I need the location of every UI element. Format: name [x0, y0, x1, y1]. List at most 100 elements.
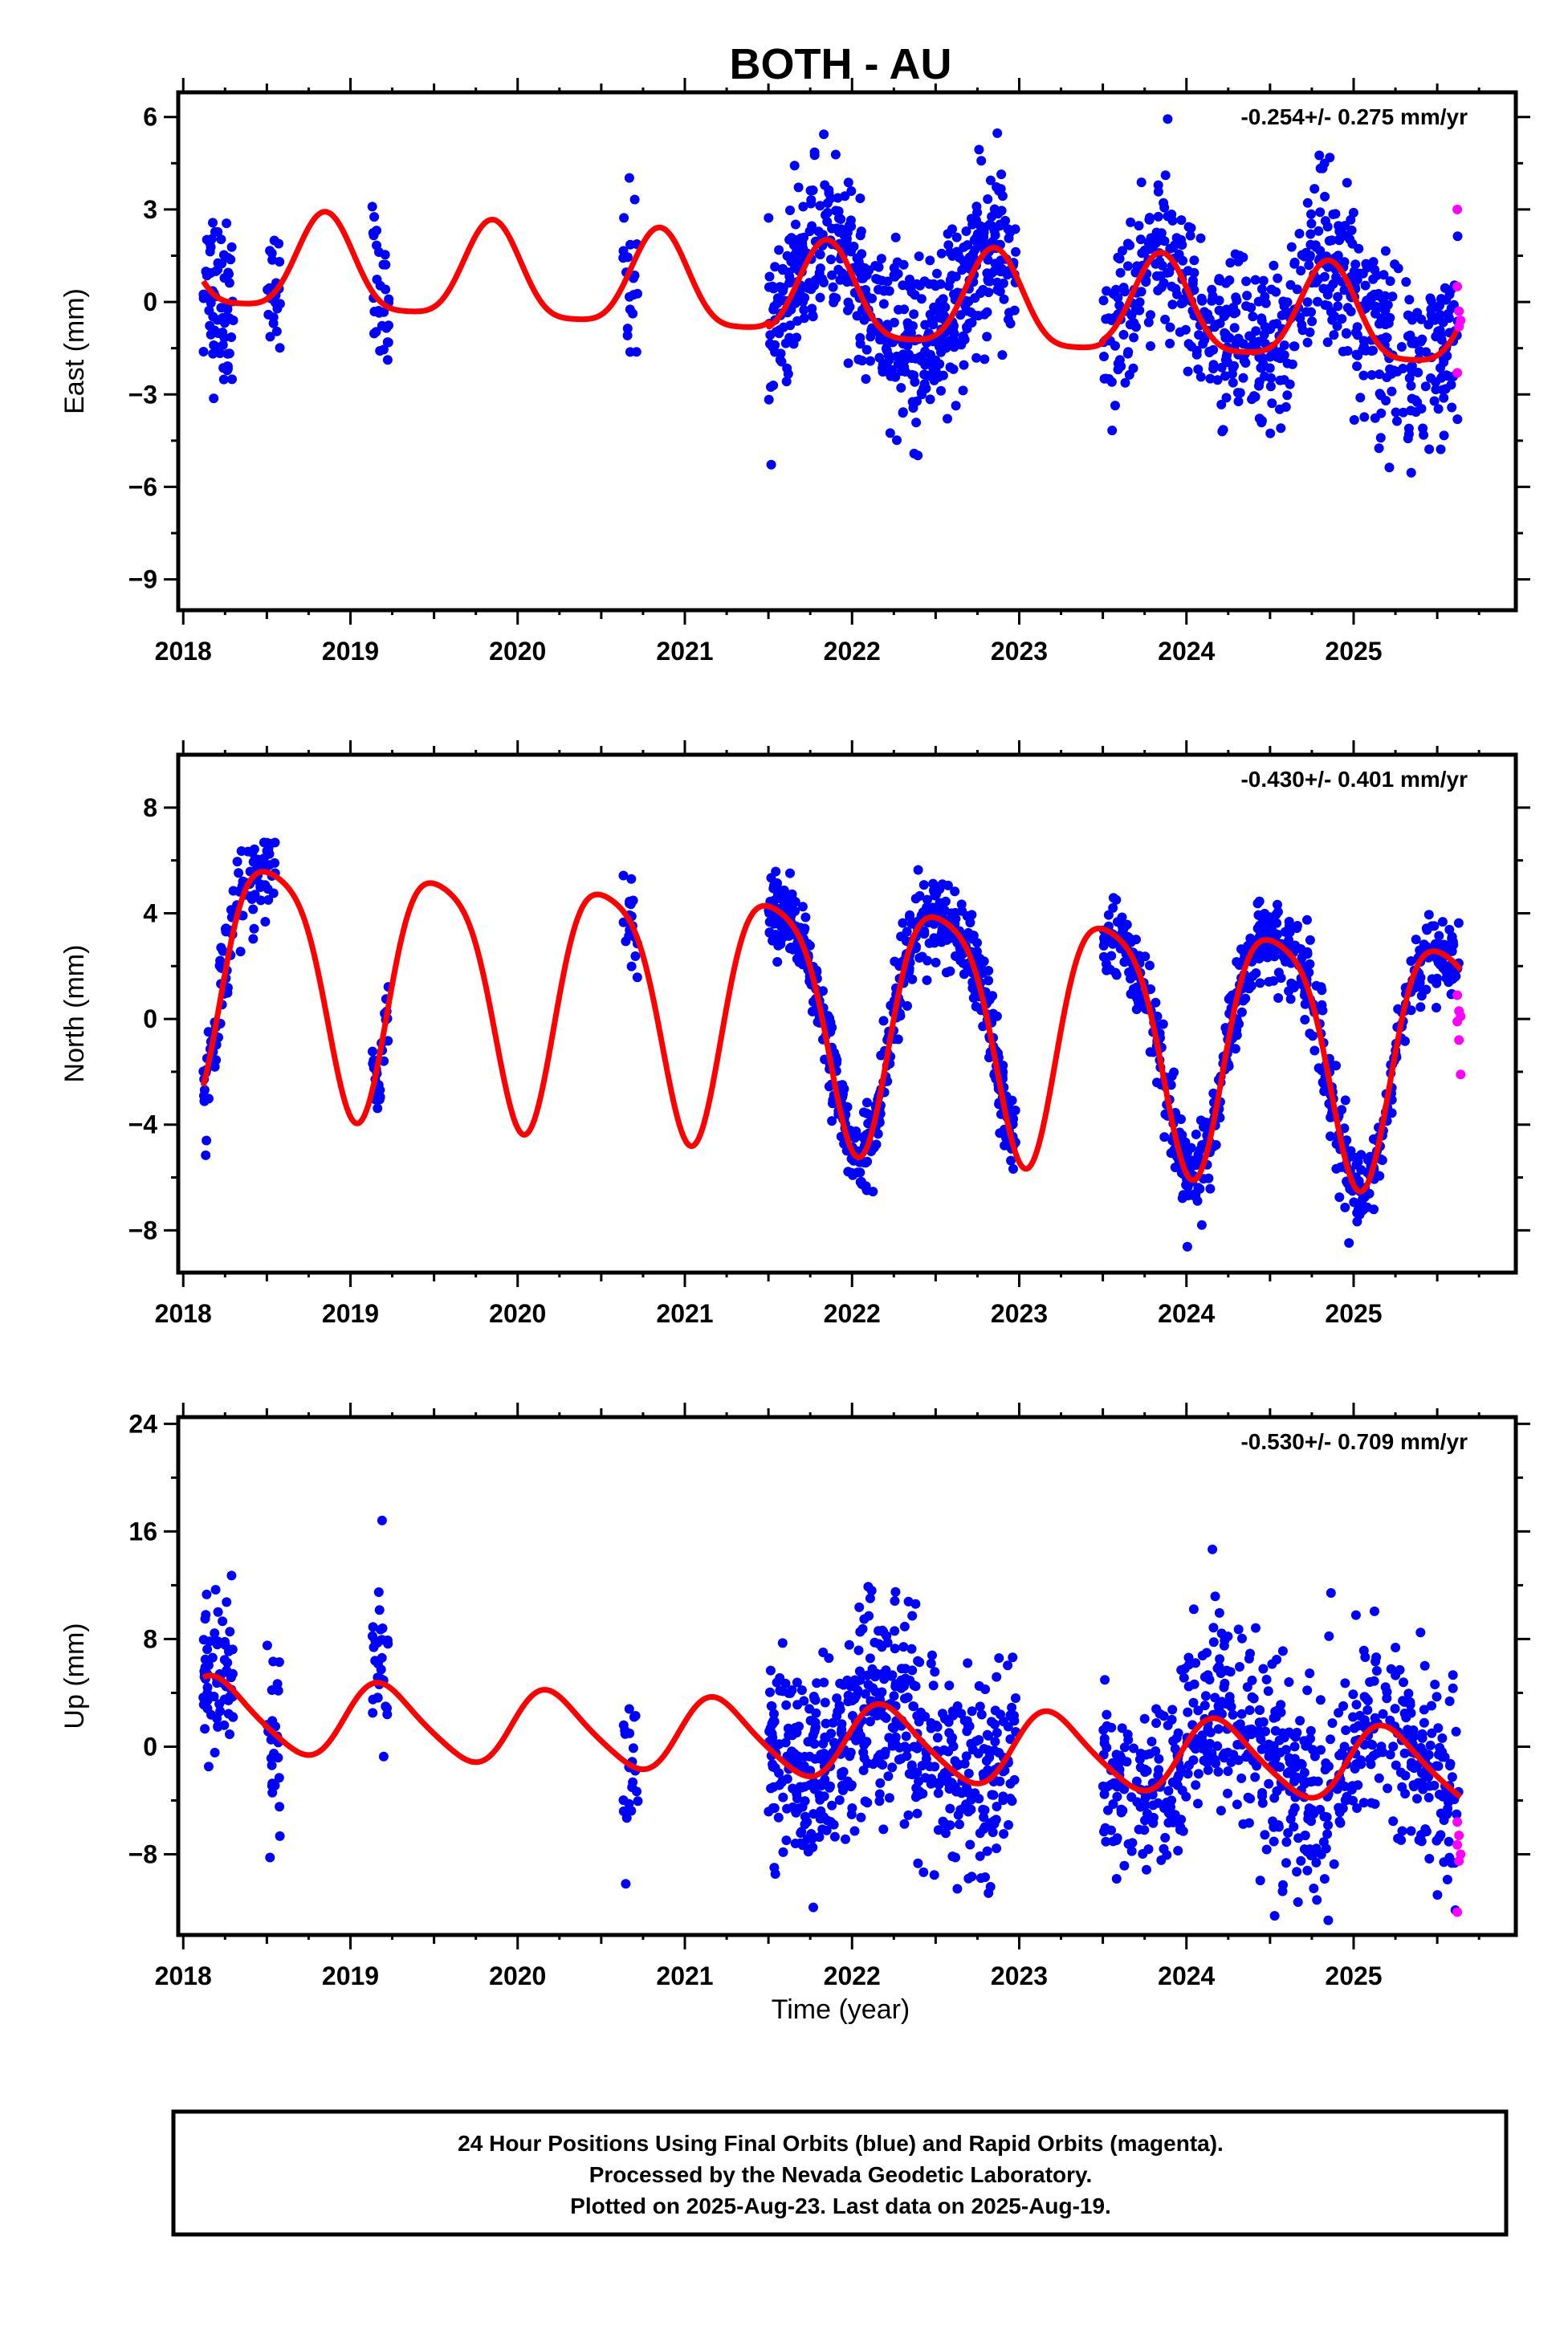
x-tick-label: 2020	[489, 1299, 546, 1328]
final-orbit-point	[829, 292, 839, 303]
final-orbit-point	[1223, 1747, 1233, 1758]
final-orbit-point	[198, 347, 209, 356]
final-orbit-point	[858, 1766, 869, 1775]
final-orbit-point	[1390, 1704, 1400, 1714]
final-orbit-point	[369, 212, 380, 222]
final-orbit-point	[265, 246, 275, 256]
final-orbit-point	[985, 175, 996, 185]
final-orbit-point	[948, 1741, 959, 1752]
final-orbit-point	[1385, 1715, 1395, 1725]
final-orbit-point	[216, 234, 226, 245]
final-orbit-point	[843, 1167, 853, 1177]
final-orbit-point	[820, 1774, 830, 1785]
final-orbit-point	[213, 258, 223, 268]
final-orbit-point	[1257, 352, 1267, 363]
final-orbit-point	[275, 1802, 285, 1812]
final-orbit-point	[1366, 1798, 1377, 1808]
final-orbit-point	[824, 188, 834, 198]
final-orbit-point	[1183, 1191, 1193, 1200]
final-orbit-point	[269, 1749, 279, 1758]
final-orbit-point	[1351, 1700, 1362, 1710]
final-orbit-point	[1151, 259, 1161, 269]
final-orbit-point	[1229, 323, 1240, 333]
final-orbit-point	[630, 951, 641, 961]
final-orbit-point	[1432, 1003, 1441, 1012]
final-orbit-point	[367, 202, 377, 212]
final-orbit-point	[1134, 1001, 1145, 1012]
model-fit-curve	[201, 209, 1464, 363]
final-orbit-point	[1424, 1854, 1435, 1864]
final-orbit-point	[768, 381, 779, 390]
final-orbit-point	[1099, 1789, 1110, 1799]
final-orbit-point	[1320, 1765, 1330, 1775]
final-orbit-point	[378, 259, 389, 270]
final-orbit-point	[910, 894, 921, 904]
final-orbit-point	[782, 251, 792, 261]
final-orbit-point	[1327, 1718, 1338, 1729]
final-orbit-point	[1432, 1761, 1442, 1771]
final-orbit-point	[1282, 1768, 1293, 1778]
rate-label: -0.254+/- 0.275 mm/yr	[1240, 104, 1468, 129]
final-orbit-point	[219, 1694, 230, 1705]
final-orbit-point	[991, 1815, 1001, 1825]
final-orbit-point	[909, 370, 919, 381]
final-orbit-point	[1264, 1778, 1274, 1789]
final-orbit-point	[1322, 290, 1333, 300]
final-orbit-point	[1446, 939, 1456, 949]
final-orbit-point	[1118, 329, 1129, 340]
final-orbit-point	[1383, 1783, 1393, 1794]
final-orbit-point	[1196, 293, 1207, 303]
final-orbit-point	[833, 264, 844, 275]
final-orbit-point	[1305, 1777, 1316, 1787]
final-orbit-point	[1205, 1727, 1216, 1737]
final-orbit-point	[873, 1129, 883, 1139]
final-orbit-point	[250, 855, 260, 866]
final-orbit-point	[1370, 308, 1380, 319]
final-orbit-point	[1269, 1911, 1280, 1921]
final-orbit-point	[1257, 1791, 1267, 1801]
rapid-orbit-point	[1452, 990, 1463, 1000]
final-orbit-point	[1007, 1095, 1017, 1106]
final-orbit-point	[1322, 337, 1333, 348]
final-orbit-point	[773, 1812, 784, 1823]
final-orbit-point	[833, 206, 844, 217]
final-orbit-point	[774, 245, 784, 255]
final-orbit-point	[1145, 960, 1155, 971]
final-orbit-point	[1007, 1702, 1017, 1713]
final-orbit-point	[999, 294, 1009, 304]
final-orbit-point	[1256, 313, 1267, 324]
final-orbit-point	[1140, 1764, 1151, 1774]
final-orbit-point	[832, 1057, 842, 1068]
final-orbit-point	[1318, 1005, 1328, 1016]
rapid-orbit-point	[1454, 1035, 1464, 1045]
final-orbit-point	[933, 1788, 943, 1798]
y-tick-label: 24	[128, 1409, 157, 1438]
final-orbit-point	[1328, 210, 1338, 219]
final-orbit-point	[1387, 1108, 1397, 1118]
final-orbit-point	[219, 1655, 230, 1665]
final-orbit-point	[1316, 1849, 1326, 1860]
final-orbit-point	[920, 346, 931, 356]
final-orbit-point	[1390, 259, 1400, 270]
final-orbit-point	[1269, 976, 1279, 986]
final-orbit-point	[368, 1708, 378, 1718]
final-orbit-point	[1334, 1708, 1344, 1718]
final-orbit-point	[812, 1678, 822, 1688]
final-orbit-point	[1160, 170, 1171, 181]
final-orbit-point	[1435, 310, 1445, 320]
final-orbit-point	[250, 890, 260, 900]
final-orbit-point	[1099, 1827, 1109, 1837]
final-orbit-point	[212, 1640, 222, 1650]
rapid-orbit-point	[1454, 306, 1464, 316]
final-orbit-point	[951, 914, 961, 924]
final-orbit-point	[975, 959, 986, 970]
final-orbit-point	[1313, 1776, 1323, 1786]
x-tick-label: 2025	[1325, 1299, 1382, 1328]
final-orbit-point	[1223, 1788, 1232, 1798]
final-orbit-point	[878, 299, 889, 309]
final-orbit-point	[1213, 1766, 1224, 1777]
final-orbit-point	[1332, 321, 1342, 332]
final-orbit-point	[1273, 967, 1284, 978]
final-orbit-point	[625, 347, 635, 357]
final-orbit-point	[1309, 1045, 1320, 1056]
